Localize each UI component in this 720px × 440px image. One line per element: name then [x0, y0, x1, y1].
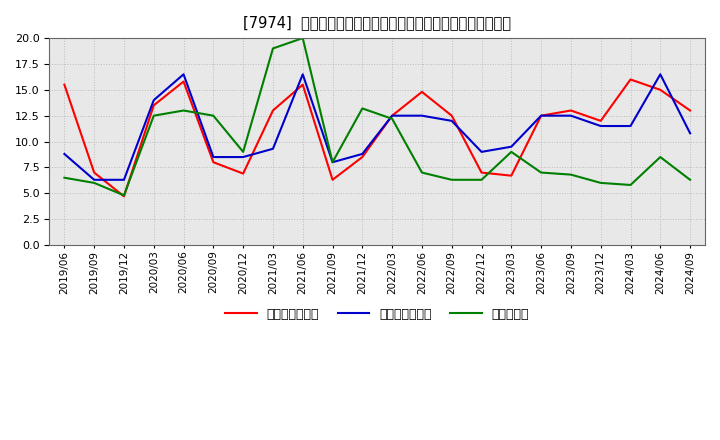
在庫回転率 [418, 170, 426, 175]
買入債務回転率 [388, 113, 397, 118]
買入債務回転率 [596, 123, 605, 128]
買入債務回転率 [477, 149, 486, 154]
売上債権回転率 [358, 154, 366, 160]
在庫回転率 [447, 177, 456, 183]
在庫回転率 [685, 177, 694, 183]
在庫回転率 [239, 149, 248, 154]
在庫回転率 [90, 180, 99, 186]
売上債権回転率 [537, 113, 546, 118]
売上債権回転率 [90, 170, 99, 175]
買入債務回転率 [150, 98, 158, 103]
在庫回転率 [477, 177, 486, 183]
売上債権回転率 [567, 108, 575, 113]
在庫回転率 [60, 175, 68, 180]
売上債権回転率 [239, 171, 248, 176]
売上債権回転率 [328, 177, 337, 183]
売上債権回転率 [60, 82, 68, 87]
買入債務回転率 [328, 160, 337, 165]
Line: 買入債務回転率: 買入債務回転率 [64, 74, 690, 180]
売上債権回転率 [209, 160, 217, 165]
買入債務回転率 [447, 118, 456, 124]
売上債権回転率 [418, 89, 426, 95]
Line: 売上債権回転率: 売上債権回転率 [64, 80, 690, 196]
買入債務回転率 [239, 154, 248, 160]
買入債務回転率 [209, 154, 217, 160]
在庫回転率 [358, 106, 366, 111]
Legend: 売上債権回転率, 買入債務回転率, 在庫回転率: 売上債権回転率, 買入債務回転率, 在庫回転率 [220, 303, 534, 326]
在庫回転率 [269, 46, 277, 51]
買入債務回転率 [567, 113, 575, 118]
在庫回転率 [537, 170, 546, 175]
買入債務回転率 [269, 146, 277, 151]
在庫回転率 [507, 149, 516, 154]
売上債権回転率 [477, 170, 486, 175]
在庫回転率 [298, 36, 307, 41]
在庫回転率 [626, 182, 635, 187]
売上債権回転率 [388, 113, 397, 118]
在庫回転率 [567, 172, 575, 177]
売上債権回転率 [298, 82, 307, 87]
買入債務回転率 [626, 123, 635, 128]
買入債務回転率 [685, 131, 694, 136]
Title: [7974]  売上債権回転率、買入債務回転率、在庫回転率の推移: [7974] 売上債権回転率、買入債務回転率、在庫回転率の推移 [243, 15, 511, 30]
買入債務回転率 [90, 177, 99, 183]
買入債務回転率 [507, 144, 516, 149]
売上債権回転率 [626, 77, 635, 82]
買入債務回転率 [179, 72, 188, 77]
買入債務回転率 [120, 177, 128, 183]
売上債権回転率 [656, 87, 665, 92]
在庫回転率 [179, 108, 188, 113]
Line: 在庫回転率: 在庫回転率 [64, 38, 690, 195]
買入債務回転率 [60, 151, 68, 157]
買入債務回転率 [537, 113, 546, 118]
在庫回転率 [120, 193, 128, 198]
売上債権回転率 [269, 108, 277, 113]
買入債務回転率 [656, 72, 665, 77]
在庫回転率 [656, 154, 665, 160]
売上債権回転率 [596, 118, 605, 124]
売上債権回転率 [120, 194, 128, 199]
在庫回転率 [328, 160, 337, 165]
在庫回転率 [209, 113, 217, 118]
売上債権回転率 [447, 113, 456, 118]
売上債権回転率 [507, 173, 516, 178]
売上債権回転率 [179, 79, 188, 84]
買入債務回転率 [298, 72, 307, 77]
買入債務回転率 [358, 151, 366, 157]
買入債務回転率 [418, 113, 426, 118]
売上債権回転率 [150, 103, 158, 108]
売上債権回転率 [685, 108, 694, 113]
在庫回転率 [596, 180, 605, 186]
在庫回転率 [388, 116, 397, 121]
在庫回転率 [150, 113, 158, 118]
